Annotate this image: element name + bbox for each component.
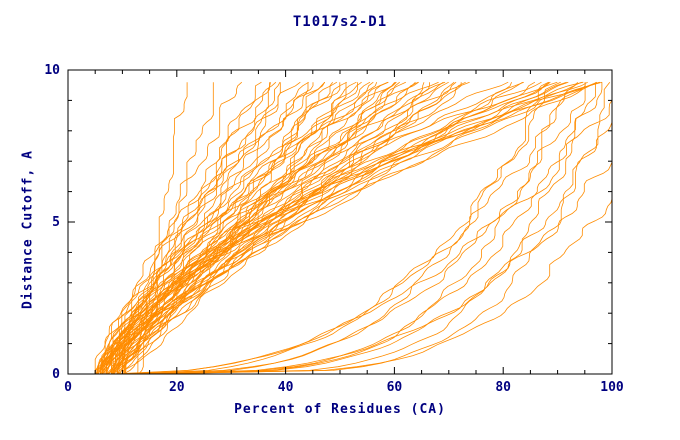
model-curve [111, 81, 536, 375]
model-curve [107, 82, 425, 375]
model-curve [94, 81, 598, 374]
model-curve [124, 81, 449, 374]
axis-ticks [67, 69, 613, 375]
model-curve [101, 81, 446, 374]
model-curve [98, 81, 309, 374]
model-curve [97, 81, 277, 374]
model-curve [125, 118, 613, 375]
x-tick-label: 20 [169, 380, 185, 395]
model-curve [119, 100, 613, 375]
model-curve [124, 81, 567, 375]
model-curve [111, 81, 588, 374]
model-curve [107, 82, 281, 375]
model-curve [97, 81, 374, 375]
model-curve [144, 162, 613, 375]
model-curve [113, 81, 389, 375]
model-curve [138, 82, 603, 375]
y-tick-label: 0 [52, 367, 60, 382]
x-tick-label: 100 [600, 380, 624, 395]
y-tick-label: 10 [44, 63, 60, 78]
model-curve [137, 82, 214, 375]
model-curve [94, 81, 550, 374]
model-curve [102, 81, 524, 375]
curve-lines [94, 81, 613, 375]
x-axis-label: Percent of Residues (CA) [234, 402, 446, 417]
model-curve [102, 81, 601, 375]
model-curve [102, 82, 271, 375]
model-curve [123, 81, 470, 374]
model-curve [122, 82, 358, 375]
model-curve [105, 81, 439, 374]
model-curve [111, 82, 586, 375]
chart-title: T1017s2-D1 [292, 14, 388, 30]
model-curve [119, 81, 582, 375]
model-curve [117, 81, 600, 374]
y-axis-label: Distance Cutoff, A [20, 150, 36, 309]
model-curve [127, 81, 579, 375]
x-tick-label: 80 [495, 380, 511, 395]
model-curve [135, 81, 611, 375]
model-curve [106, 81, 603, 374]
model-curve [123, 82, 347, 375]
model-curve [122, 82, 586, 375]
model-curve [112, 81, 455, 375]
tick-labels: 0 20 40 60 80 100 0 5 10 [44, 63, 624, 395]
model-curve [129, 81, 561, 375]
model-curve [133, 82, 596, 375]
model-curve [116, 82, 462, 374]
model-curve [116, 81, 542, 374]
x-tick-label: 60 [387, 380, 403, 395]
model-curve [122, 81, 584, 374]
x-tick-label: 40 [278, 380, 294, 395]
model-curve [151, 191, 613, 375]
model-curve [108, 81, 523, 375]
x-tick-label: 0 [64, 380, 72, 395]
model-curve [100, 81, 509, 374]
y-tick-label: 5 [52, 215, 60, 230]
model-curve [104, 81, 357, 374]
